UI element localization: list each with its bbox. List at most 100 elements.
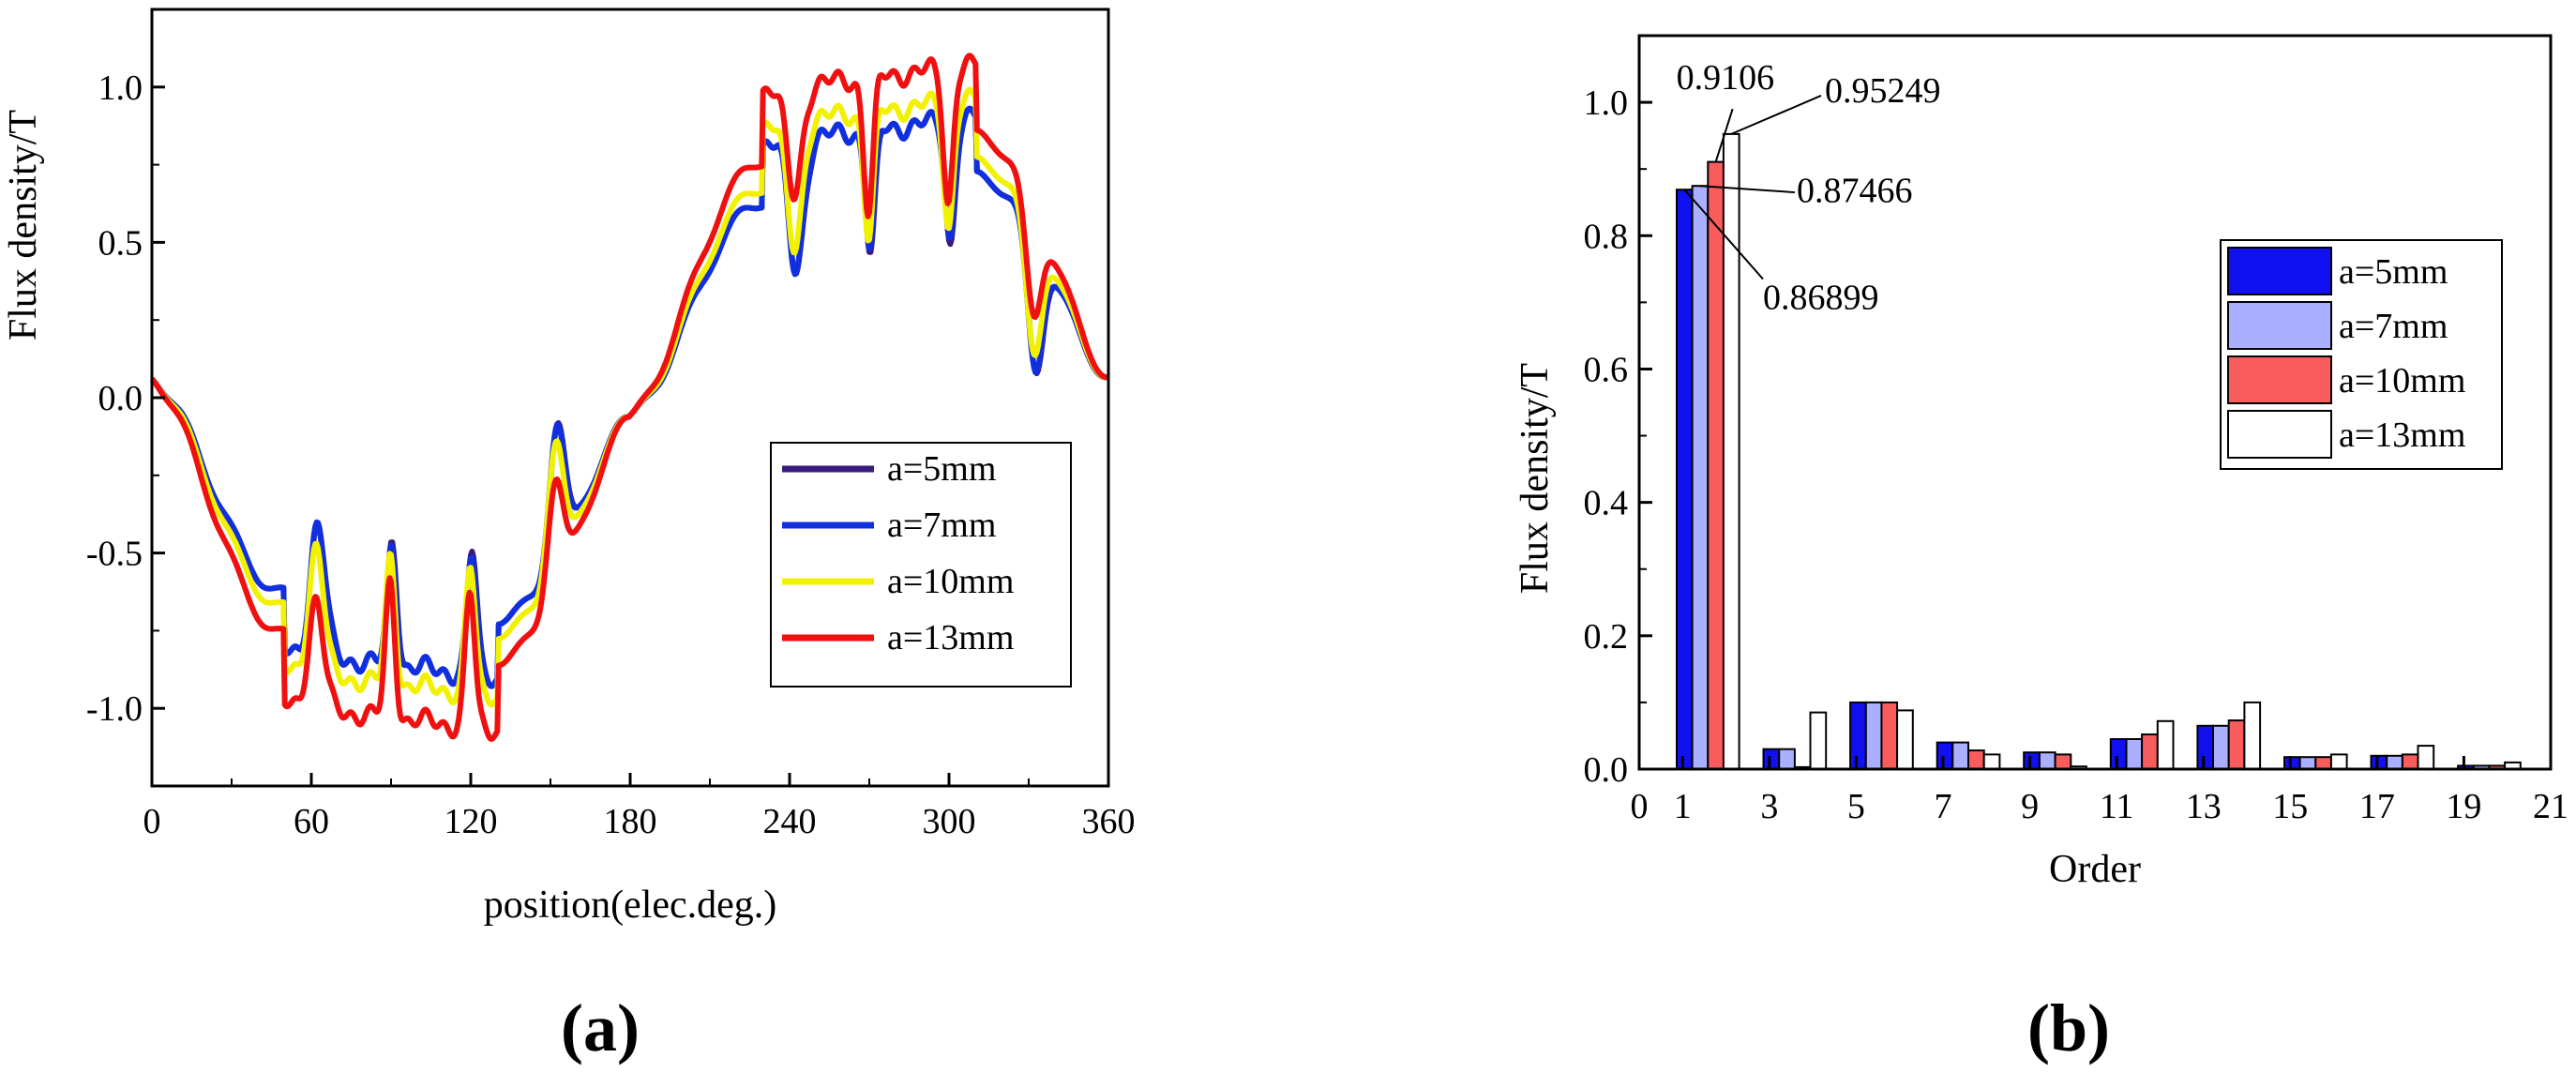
b-annot-label: 0.86899 xyxy=(1763,278,1879,317)
panel-a-line-chart: Flux density/T position(elec.deg.) 0 60 12… xyxy=(2,8,1136,1065)
b-annot-leader xyxy=(1730,95,1822,135)
b-annot-label: 0.9106 xyxy=(1677,58,1775,98)
b-legend-label: a=5mm xyxy=(2339,252,2448,292)
b-xtick-label: 21 xyxy=(2533,787,2568,826)
b-ytick-label: 1.0 xyxy=(1584,83,1629,123)
b-bar-a=7mm-order-5 xyxy=(1864,701,1883,771)
a-ytick-label: 0.0 xyxy=(98,379,143,418)
panel-a-label: (a) xyxy=(561,990,640,1065)
b-bar-a=5mm-order-17 xyxy=(2370,754,2388,770)
b-bar-a=13mm-order-13 xyxy=(2243,701,2262,771)
b-ytick-label: 0.4 xyxy=(1584,484,1629,523)
b-bar-a=10mm-order-1 xyxy=(1707,160,1725,771)
b-annot-leader xyxy=(1683,189,1764,280)
b-bar-a=5mm-order-1 xyxy=(1676,189,1694,770)
b-bars-group xyxy=(1676,132,2522,771)
b-xtick-label: 0 xyxy=(1631,787,1649,826)
b-xtick-label: 9 xyxy=(2021,787,2039,826)
a-series-line-4 xyxy=(149,53,1110,742)
b-bar-a=7mm-order-7 xyxy=(1951,741,1970,770)
a-xtick-label: 60 xyxy=(294,802,329,841)
b-xtick-label: 5 xyxy=(1847,787,1865,826)
b-xtick-label: 11 xyxy=(2100,787,2134,826)
a-xtick-label: 240 xyxy=(763,802,817,841)
a-xtick-label: 180 xyxy=(604,802,657,841)
b-bar-a=13mm-order-15 xyxy=(2329,753,2348,771)
a-legend-label: a=10mm xyxy=(887,562,1014,601)
a-xlabel: position(elec.deg.) xyxy=(484,884,777,927)
b-annot-label: 0.95249 xyxy=(1825,71,1941,111)
b-annot-label: 0.87466 xyxy=(1797,172,1913,211)
b-bar-a=7mm-order-3 xyxy=(1778,748,1796,771)
b-plot-frame xyxy=(1637,34,2553,771)
b-xtick-label: 19 xyxy=(2446,787,2481,826)
b-legend-swatch xyxy=(2227,247,2332,295)
panel-b-bar-chart: Flux density/T Order 0 1 3 5 7 9 11 13 15 17 19 210… xyxy=(1514,34,2568,1065)
b-legend-swatch xyxy=(2227,355,2332,404)
b-bar-a=13mm-order-7 xyxy=(1982,753,2001,771)
b-bar-a=13mm-order-5 xyxy=(1896,709,1914,771)
b-xtick-label: 13 xyxy=(2186,787,2222,826)
b-ytick-label: 0.0 xyxy=(1584,750,1629,790)
b-bar-a=5mm-order-9 xyxy=(2023,751,2041,771)
b-ylabel: Flux density/T xyxy=(1514,363,1557,594)
b-legend-swatch xyxy=(2227,410,2332,459)
b-xtick-label: 1 xyxy=(1674,787,1692,826)
b-bar-a=5mm-order-11 xyxy=(2109,738,2128,770)
a-legend-label: a=13mm xyxy=(887,618,1014,657)
b-bar-a=7mm-order-13 xyxy=(2212,724,2230,770)
b-legend-label: a=13mm xyxy=(2339,416,2465,455)
a-ylabel: Flux density/T xyxy=(2,110,45,340)
b-legend-label: a=10mm xyxy=(2339,361,2465,400)
b-bar-a=5mm-order-3 xyxy=(1762,748,1781,771)
a-ytick-label: -0.5 xyxy=(86,535,143,574)
b-bar-a=10mm-order-7 xyxy=(1967,749,1985,770)
a-ytick-label: 0.5 xyxy=(98,223,143,263)
b-ytick-label: 0.8 xyxy=(1584,217,1629,256)
b-bar-a=10mm-order-11 xyxy=(2141,733,2159,770)
b-ytick-label: 0.2 xyxy=(1584,617,1629,657)
b-bar-a=7mm-order-9 xyxy=(2038,751,2056,771)
b-bar-a=7mm-order-15 xyxy=(2298,756,2317,771)
a-xtick-label: 360 xyxy=(1082,802,1136,841)
b-legend-label: a=7mm xyxy=(2339,307,2448,346)
b-bar-a=10mm-order-17 xyxy=(2401,753,2419,771)
b-bar-a=13mm-order-1 xyxy=(1722,132,1740,770)
a-series-group xyxy=(149,53,1110,742)
b-bar-a=5mm-order-7 xyxy=(1936,741,1954,770)
b-xlabel: Order xyxy=(2049,848,2141,891)
a-ytick-label: 1.0 xyxy=(98,68,143,108)
b-bar-a=13mm-order-11 xyxy=(2156,719,2175,770)
b-bar-a=10mm-order-13 xyxy=(2227,719,2246,770)
a-xtick-label: 120 xyxy=(444,802,498,841)
b-xtick-label: 15 xyxy=(2272,787,2308,826)
b-bar-a=5mm-order-13 xyxy=(2196,724,2215,770)
a-xtick-label: 300 xyxy=(923,802,976,841)
a-legend-label: a=5mm xyxy=(887,449,996,489)
b-bar-a=10mm-order-5 xyxy=(1880,701,1899,771)
b-bar-a=7mm-order-1 xyxy=(1691,185,1710,770)
b-bar-a=10mm-order-9 xyxy=(2054,753,2072,771)
b-bar-a=7mm-order-17 xyxy=(2386,754,2403,770)
b-legend-swatch xyxy=(2227,301,2332,350)
panel-b-label: (b) xyxy=(2027,990,2110,1065)
b-bar-a=5mm-order-15 xyxy=(2283,756,2301,771)
a-xtick-label: 0 xyxy=(143,802,161,841)
b-annotations: 0.9106 0.95249 0.87466 0.86899 xyxy=(1677,58,1941,318)
a-ytick-label: -1.0 xyxy=(86,689,143,729)
b-bar-a=5mm-order-5 xyxy=(1849,701,1867,771)
b-annot-leader xyxy=(1714,108,1734,162)
b-xtick-label: 7 xyxy=(1935,787,1952,826)
b-ytick-label: 0.6 xyxy=(1584,350,1629,389)
b-xtick-label: 3 xyxy=(1760,787,1778,826)
a-legend-label: a=7mm xyxy=(887,506,996,545)
b-annot-leader xyxy=(1699,185,1796,194)
b-bar-a=7mm-order-11 xyxy=(2125,738,2144,770)
b-legend: a=5mm a=7mm a=10mm a=13mm xyxy=(2220,239,2503,470)
a-legend-box xyxy=(770,442,1072,688)
a-legend: a=5mm a=7mm a=10mm a=13mm xyxy=(770,442,1072,688)
b-bar-a=13mm-order-3 xyxy=(1809,711,1828,770)
b-bar-a=13mm-order-17 xyxy=(2417,745,2435,770)
b-bar-a=10mm-order-15 xyxy=(2314,756,2333,771)
